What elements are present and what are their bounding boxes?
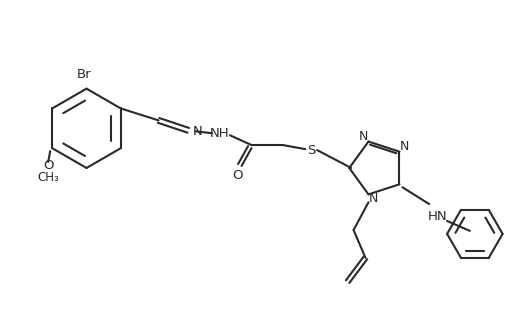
Text: NH: NH [210,127,230,140]
Text: HN: HN [427,210,447,222]
Text: CH₃: CH₃ [37,171,59,184]
Text: N: N [400,140,409,153]
Text: N: N [369,192,378,205]
Text: N: N [359,130,368,143]
Text: O: O [232,169,243,182]
Text: Br: Br [77,68,92,81]
Text: O: O [43,160,53,172]
Text: S: S [307,144,316,157]
Text: N: N [193,125,203,138]
